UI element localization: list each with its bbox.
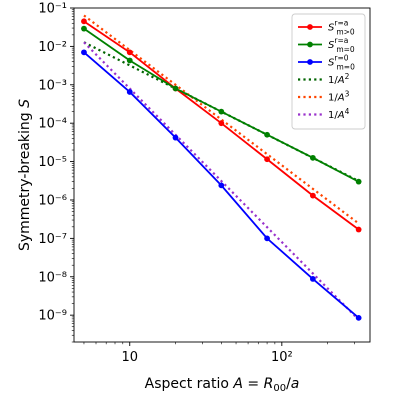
- y-tick-label: 10⁻⁷: [38, 232, 67, 247]
- data-point: [309, 275, 316, 282]
- y-tick-label: 10⁻⁸: [38, 270, 67, 285]
- x-tick-label: 10: [121, 350, 138, 365]
- legend: Sr=a m>0Sr=a m=0Sr=0 m=01/A2 1/A3 1/A4: [291, 13, 366, 130]
- data-point: [126, 57, 133, 64]
- plot-markers: [81, 18, 362, 321]
- y-axis: 10⁻⁹ 10⁻⁸ 10⁻⁷ 10⁻⁶ 10⁻⁵ 10⁻⁴ 10⁻³ 10⁻² 10⁻¹: [38, 2, 74, 343]
- data-point: [309, 154, 316, 161]
- x-axis: 10 10²: [83, 342, 355, 365]
- legend-marker: [307, 59, 313, 65]
- legend-label: 1/A2: [328, 72, 350, 86]
- legend-marker: [307, 24, 313, 30]
- y-axis-title: Symmetry-breaking S: [17, 99, 33, 251]
- y-tick-label: 10⁻⁶: [38, 193, 67, 208]
- data-point: [126, 89, 133, 95]
- y-tick-label: 10⁻⁹: [38, 309, 67, 324]
- data-point: [355, 178, 362, 185]
- data-point: [218, 182, 225, 189]
- y-tick-label: 10⁻¹: [38, 2, 67, 17]
- data-point: [172, 85, 179, 92]
- data-point: [355, 226, 362, 233]
- y-tick-label: 10⁻²: [38, 40, 67, 55]
- y-tick-label: 10⁻³: [38, 78, 67, 93]
- data-point: [264, 156, 270, 163]
- legend-label: Sr=0 m=0: [328, 54, 355, 72]
- data-point: [264, 131, 270, 138]
- legend-label: 1/A4: [328, 107, 350, 121]
- series-line: [83, 14, 360, 225]
- data-point: [172, 134, 179, 141]
- data-point: [81, 18, 87, 25]
- data-point: [355, 314, 362, 321]
- legend-label: Sr=a m=0: [328, 36, 355, 54]
- data-point: [218, 120, 225, 127]
- x-axis-title: Aspect ratio A = R00/a: [145, 376, 300, 394]
- data-point: [309, 192, 316, 199]
- y-tick-label: 10⁻⁵: [38, 155, 67, 170]
- data-point: [126, 49, 133, 56]
- x-tick-label: 10²: [271, 350, 293, 365]
- data-point: [81, 49, 87, 56]
- legend-marker: [307, 41, 313, 48]
- data-point: [81, 25, 87, 32]
- data-point: [218, 108, 225, 115]
- plot-frame: [73, 7, 371, 343]
- series-line: [83, 41, 360, 321]
- legend-label: Sr=a m>0: [328, 19, 355, 37]
- y-tick-label: 10⁻⁴: [38, 117, 67, 132]
- legend-label: 1/A3: [328, 90, 350, 104]
- data-point: [264, 235, 270, 242]
